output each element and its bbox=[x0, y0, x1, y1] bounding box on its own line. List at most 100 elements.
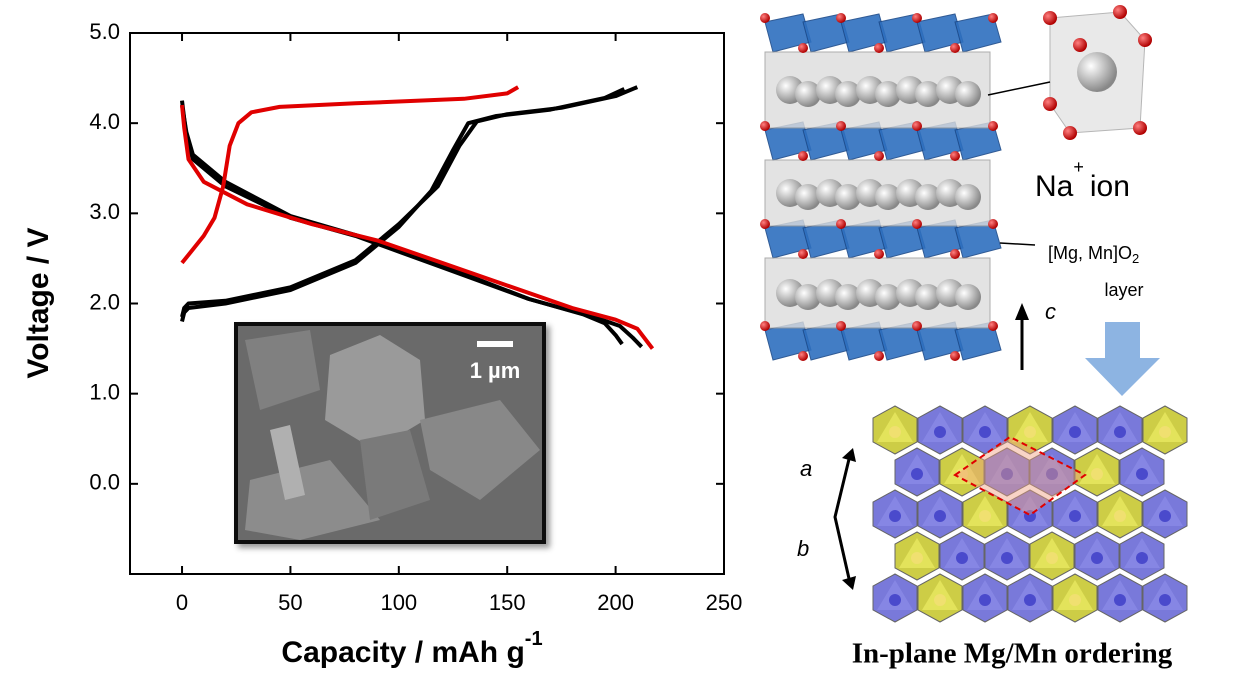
metal-atom bbox=[1114, 594, 1126, 606]
metal-atom bbox=[979, 510, 991, 522]
metal-atom bbox=[911, 468, 923, 480]
oxygen-atom bbox=[760, 121, 770, 131]
metal-atom bbox=[1114, 426, 1126, 438]
oxygen-atom bbox=[1043, 11, 1057, 25]
oxygen-atom bbox=[950, 351, 960, 361]
b-label: b bbox=[797, 536, 809, 561]
ab-arrows bbox=[835, 455, 850, 583]
oxygen-atom bbox=[874, 43, 884, 53]
voltage-curve bbox=[182, 105, 642, 347]
oxygen-atom bbox=[836, 321, 846, 331]
oxygen-atom bbox=[836, 219, 846, 229]
page: 1 µm Voltage / V Capacity / mAh g-1 Na+i… bbox=[0, 0, 1258, 677]
oxygen-atom bbox=[760, 13, 770, 23]
oxygen-atom bbox=[760, 219, 770, 229]
oxygen-atom bbox=[1063, 126, 1077, 140]
oxygen-atom bbox=[798, 351, 808, 361]
y-axis-label: Voltage / V bbox=[22, 227, 55, 378]
layer-formula: [Mg, Mn]O bbox=[1048, 243, 1132, 263]
x-tick-label: 0 bbox=[176, 590, 188, 615]
oxygen-atom bbox=[798, 249, 808, 259]
metal-atom bbox=[1069, 594, 1081, 606]
metal-atom bbox=[1046, 552, 1058, 564]
oxygen-atom bbox=[950, 43, 960, 53]
oxygen-atom bbox=[836, 13, 846, 23]
metal-atom bbox=[1136, 468, 1148, 480]
y-tick-label: 0.0 bbox=[89, 470, 120, 495]
ion-charge: + bbox=[1073, 157, 1084, 177]
leader-line bbox=[1000, 243, 1035, 245]
oxygen-atom bbox=[912, 121, 922, 131]
oxygen-atom bbox=[988, 121, 998, 131]
down-arrow bbox=[1085, 322, 1160, 396]
oxygen-atom bbox=[912, 13, 922, 23]
oxygen-atom bbox=[1113, 5, 1127, 19]
metal-atom bbox=[1159, 594, 1171, 606]
metal-atom bbox=[889, 594, 901, 606]
x-tick-label: 250 bbox=[706, 590, 743, 615]
na-atom bbox=[955, 81, 981, 107]
ion-symbol: Na bbox=[1035, 170, 1074, 203]
oxygen-atom bbox=[1133, 121, 1147, 135]
oxygen-atom bbox=[836, 121, 846, 131]
y-tick-label: 1.0 bbox=[89, 379, 120, 404]
inset-image: 1 µm bbox=[236, 324, 544, 542]
oxygen-atom bbox=[1138, 33, 1152, 47]
metal-atom bbox=[1159, 426, 1171, 438]
metal-atom bbox=[911, 552, 923, 564]
leader-line bbox=[988, 82, 1050, 95]
metal-atom bbox=[979, 594, 991, 606]
c-label: c bbox=[1045, 299, 1056, 324]
voltage-curve bbox=[182, 87, 518, 263]
oxygen-atom bbox=[950, 151, 960, 161]
metal-atom bbox=[889, 426, 901, 438]
oxygen-atom bbox=[798, 43, 808, 53]
scale-label: 1 µm bbox=[470, 358, 521, 383]
structure-diagram bbox=[760, 5, 1187, 622]
metal-atom bbox=[1114, 510, 1126, 522]
x-axis-label-text: Capacity / mAh g bbox=[281, 636, 524, 669]
oxygen-atom bbox=[874, 249, 884, 259]
metal-atom bbox=[1091, 468, 1103, 480]
oxygen-atom bbox=[874, 151, 884, 161]
metal-atom bbox=[956, 552, 968, 564]
oxygen-atom bbox=[912, 219, 922, 229]
y-tick-label: 3.0 bbox=[89, 199, 120, 224]
scale-bar bbox=[477, 341, 513, 347]
oxygen-atom bbox=[874, 351, 884, 361]
ordering-caption: In-plane Mg/Mn ordering bbox=[852, 638, 1173, 670]
x-tick-label: 100 bbox=[380, 590, 417, 615]
oxygen-atom bbox=[988, 13, 998, 23]
x-tick-label: 150 bbox=[489, 590, 526, 615]
metal-atom bbox=[889, 510, 901, 522]
metal-atom bbox=[1024, 594, 1036, 606]
metal-atom bbox=[1001, 552, 1013, 564]
metal-atom bbox=[934, 510, 946, 522]
na-atom bbox=[955, 284, 981, 310]
oxygen-atom bbox=[912, 321, 922, 331]
metal-atom bbox=[934, 426, 946, 438]
oxygen-atom bbox=[988, 321, 998, 331]
a-arrowhead bbox=[842, 448, 856, 462]
oxygen-atom bbox=[988, 219, 998, 229]
metal-atom bbox=[1091, 552, 1103, 564]
layer-label: [Mg, Mn]O2 bbox=[1048, 243, 1139, 267]
x-axis-label: Capacity / mAh g-1 bbox=[281, 628, 542, 669]
metal-atom bbox=[934, 594, 946, 606]
a-label: a bbox=[800, 456, 812, 481]
oxygen-atom bbox=[1043, 97, 1057, 111]
b-arrowhead bbox=[842, 576, 856, 590]
metal-atom bbox=[1159, 510, 1171, 522]
x-tick-label: 200 bbox=[597, 590, 634, 615]
x-axis-label-sup: -1 bbox=[525, 628, 543, 650]
metal-atom bbox=[979, 426, 991, 438]
ion-label: Na+ion bbox=[1035, 157, 1130, 203]
metal-atom bbox=[1069, 426, 1081, 438]
na-atom bbox=[1077, 52, 1117, 92]
layer-sub: 2 bbox=[1132, 251, 1139, 266]
metal-atom bbox=[1069, 510, 1081, 522]
y-tick-label: 4.0 bbox=[89, 109, 120, 134]
oxygen-atom bbox=[798, 151, 808, 161]
na-atom bbox=[955, 184, 981, 210]
c-arrowhead bbox=[1015, 303, 1029, 320]
